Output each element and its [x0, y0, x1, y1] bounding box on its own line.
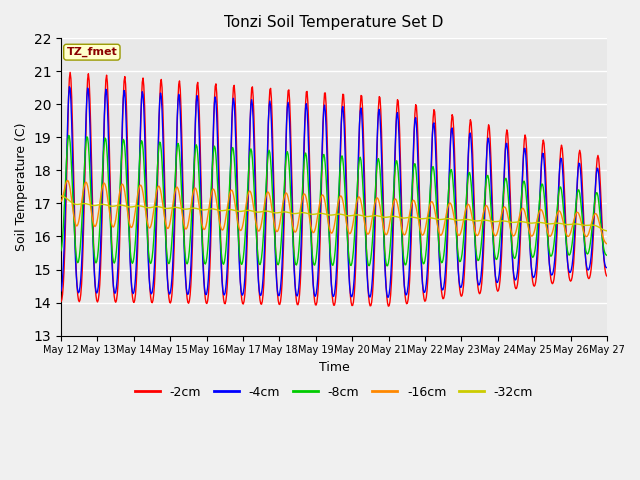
-32cm [401, 215, 408, 221]
-8cm [179, 225, 187, 230]
-2cm [418, 266, 426, 272]
-8cm [418, 254, 426, 260]
-8cm [124, 205, 132, 211]
-16cm [68, 197, 76, 203]
Line: -8cm: -8cm [61, 135, 607, 266]
-8cm [604, 252, 611, 258]
-2cm [179, 198, 187, 204]
-16cm [401, 232, 409, 238]
-32cm [207, 206, 215, 212]
-4cm [418, 271, 426, 276]
-2cm [68, 94, 76, 99]
-4cm [65, 84, 73, 90]
Legend: -2cm, -4cm, -8cm, -16cm, -32cm: -2cm, -4cm, -8cm, -16cm, -32cm [130, 381, 538, 404]
-8cm [68, 166, 76, 172]
-16cm [604, 241, 611, 247]
X-axis label: Time: Time [319, 361, 349, 374]
-32cm [604, 228, 611, 234]
-16cm [417, 230, 425, 236]
-16cm [179, 218, 187, 224]
-32cm [57, 193, 65, 199]
-8cm [402, 262, 410, 267]
-32cm [67, 199, 75, 205]
-16cm [124, 211, 132, 217]
-2cm [124, 159, 132, 165]
-8cm [65, 132, 72, 138]
-4cm [179, 217, 187, 223]
-8cm [208, 166, 216, 172]
-16cm [208, 188, 216, 193]
Line: -4cm: -4cm [61, 87, 607, 297]
-2cm [57, 299, 65, 304]
-32cm [179, 206, 186, 212]
Y-axis label: Soil Temperature (C): Soil Temperature (C) [15, 122, 28, 251]
-2cm [402, 299, 410, 304]
-4cm [68, 119, 76, 125]
-4cm [604, 264, 611, 270]
Line: -16cm: -16cm [61, 180, 607, 244]
-2cm [67, 70, 74, 75]
Title: Tonzi Soil Temperature Set D: Tonzi Soil Temperature Set D [225, 15, 444, 30]
-32cm [417, 216, 424, 222]
-32cm [124, 204, 131, 209]
-4cm [384, 294, 392, 300]
-8cm [57, 248, 65, 253]
-4cm [402, 292, 410, 298]
-2cm [208, 183, 216, 189]
-4cm [124, 183, 132, 189]
Line: -2cm: -2cm [61, 72, 607, 306]
-2cm [385, 303, 392, 309]
-4cm [57, 288, 65, 294]
Text: TZ_fmet: TZ_fmet [67, 47, 117, 57]
-4cm [208, 166, 216, 172]
Line: -32cm: -32cm [61, 196, 607, 231]
-16cm [64, 178, 72, 183]
-2cm [604, 273, 611, 279]
-8cm [383, 263, 390, 269]
-16cm [57, 198, 65, 204]
